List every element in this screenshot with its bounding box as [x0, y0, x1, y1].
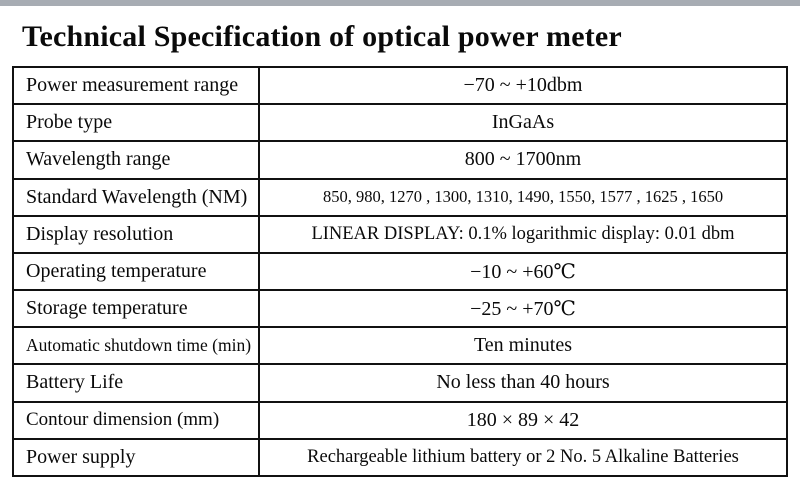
spec-value: LINEAR DISPLAY: 0.1% logarithmic display… — [258, 214, 788, 254]
page-title: Technical Specification of optical power… — [22, 20, 622, 53]
spec-label: Probe type — [12, 103, 260, 143]
spec-label: Display resolution — [12, 214, 260, 254]
table-row: Battery Life No less than 40 hours — [12, 363, 788, 403]
spec-value: InGaAs — [258, 103, 788, 143]
spec-table-body: Power measurement range −70 ~ +10dbm Probe… — [12, 65, 788, 478]
table-row: Power supply Rechargeable lithium battery… — [12, 437, 788, 478]
spec-value: Rechargeable lithium battery or 2 No. 5 … — [258, 437, 788, 478]
spec-label: Contour dimension (mm) — [12, 400, 260, 440]
spec-value: −70 ~ +10dbm — [258, 65, 788, 106]
spec-label: Standard Wavelength (NM) — [12, 177, 260, 217]
table-row: Operating temperature −10 ~ +60℃ — [12, 251, 788, 292]
spec-label: Power supply — [12, 437, 260, 478]
spec-label: Automatic shutdown time (min) — [12, 326, 260, 366]
spec-value: 850, 980, 1270 , 1300, 1310, 1490, 1550,… — [258, 177, 788, 217]
spec-label: Battery Life — [12, 363, 260, 403]
spec-table: Power measurement range −70 ~ +10dbm Probe… — [12, 65, 788, 478]
spec-value: −10 ~ +60℃ — [258, 251, 788, 292]
table-row: Contour dimension (mm) 180 × 89 × 42 — [12, 400, 788, 440]
spec-value: 180 × 89 × 42 — [258, 400, 788, 440]
table-row: Automatic shutdown time (min) Ten minutes — [12, 326, 788, 366]
spec-label: Storage temperature — [12, 289, 260, 329]
spec-label: Power measurement range — [12, 65, 260, 106]
spec-value: −25 ~ +70℃ — [258, 289, 788, 329]
table-row: Power measurement range −70 ~ +10dbm — [12, 65, 788, 106]
spec-label: Wavelength range — [12, 140, 260, 180]
spec-value: No less than 40 hours — [258, 363, 788, 403]
spec-value: 800 ~ 1700nm — [258, 140, 788, 180]
spec-value: Ten minutes — [258, 326, 788, 366]
table-row: Probe type InGaAs — [12, 103, 788, 143]
top-bar — [0, 0, 800, 6]
table-row: Display resolution LINEAR DISPLAY: 0.1% l… — [12, 214, 788, 254]
table-row: Storage temperature −25 ~ +70℃ — [12, 289, 788, 329]
table-row: Wavelength range 800 ~ 1700nm — [12, 140, 788, 180]
table-row: Standard Wavelength (NM) 850, 980, 1270 ,… — [12, 177, 788, 217]
spec-label: Operating temperature — [12, 251, 260, 292]
